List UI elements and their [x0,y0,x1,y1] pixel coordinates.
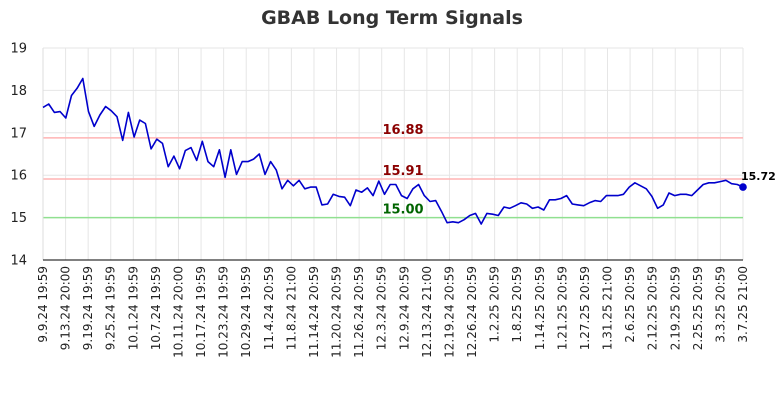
x-tick-label: 3.7.25 21:00 [736,266,750,343]
y-tick-label: 17 [10,126,27,141]
y-tick-label: 16 [10,169,27,184]
x-tick-label: 10.29.24 19:59 [239,266,253,358]
x-tick-label: 1.14.25 20:59 [533,266,547,350]
x-tick-label: 10.7.24 19:59 [149,266,163,350]
y-tick-label: 15 [10,211,27,226]
x-tick-label: 11.14.24 20:59 [307,266,321,358]
y-tick-label: 18 [10,84,27,99]
x-tick-label: 10.11.24 20:00 [171,266,185,358]
labels-layer: 16.88 15.91 15.00 15.72 [382,123,775,218]
x-tick-label: 11.4.24 20:59 [262,266,276,350]
x-tick-label: 9.13.24 20:00 [59,266,73,350]
x-tick-label: 2.6.25 20:59 [623,266,637,343]
chart-title: GBAB Long Term Signals [261,7,523,29]
last-point-marker [739,183,747,191]
x-tick-label: 1.27.25 20:59 [578,266,592,350]
x-tick-label: 10.23.24 19:59 [217,266,231,358]
x-tick-label: 1.2.25 20:59 [488,266,502,343]
x-tick-label: 9.25.24 19:59 [104,266,118,350]
price-series-line [42,77,744,225]
x-tick-label: 1.8.25 20:59 [510,266,524,343]
axes: 14 15 16 17 18 19 9.9.24 19:59 9.13.24 20:00 9.1… [10,42,750,358]
series-layer [42,77,747,225]
x-tick-label: 9.19.24 19:59 [81,266,95,350]
y-tick-label: 19 [10,42,27,57]
x-tick-label: 3.3.25 20:59 [713,266,727,343]
grid-layer [42,47,744,261]
x-tick-label: 1.21.25 20:59 [555,266,569,350]
x-tick-label: 2.12.25 20:59 [646,266,660,350]
reference-line-label: 16.88 [382,123,423,138]
x-tick-label: 9.9.24 19:59 [36,266,50,343]
x-tick-label: 12.13.24 21:00 [420,266,434,358]
y-tick-label: 14 [10,254,27,269]
x-tick-label: 2.19.25 20:59 [668,266,682,350]
x-tick-label: 12.26.24 20:59 [465,266,479,358]
x-tick-label: 11.20.24 20:59 [330,266,344,358]
x-tick-label: 1.31.25 21:00 [601,266,615,350]
x-tick-label: 11.26.24 20:59 [352,266,366,358]
x-tick-label: 2.25.25 20:59 [691,266,705,350]
x-tick-label: 10.17.24 19:59 [194,266,208,358]
x-tick-label: 12.19.24 20:59 [442,266,456,358]
x-tick-label: 12.9.24 20:59 [397,266,411,350]
reference-line-label: 15.00 [382,203,423,218]
x-tick-label: 10.1.24 19:59 [126,266,140,350]
x-tick-label: 12.3.24 20:59 [375,266,389,350]
reference-line-label: 15.91 [382,164,423,179]
reference-lines [43,137,743,219]
last-value-label: 15.72 [741,170,776,183]
x-tick-label: 11.8.24 21:00 [284,266,298,350]
